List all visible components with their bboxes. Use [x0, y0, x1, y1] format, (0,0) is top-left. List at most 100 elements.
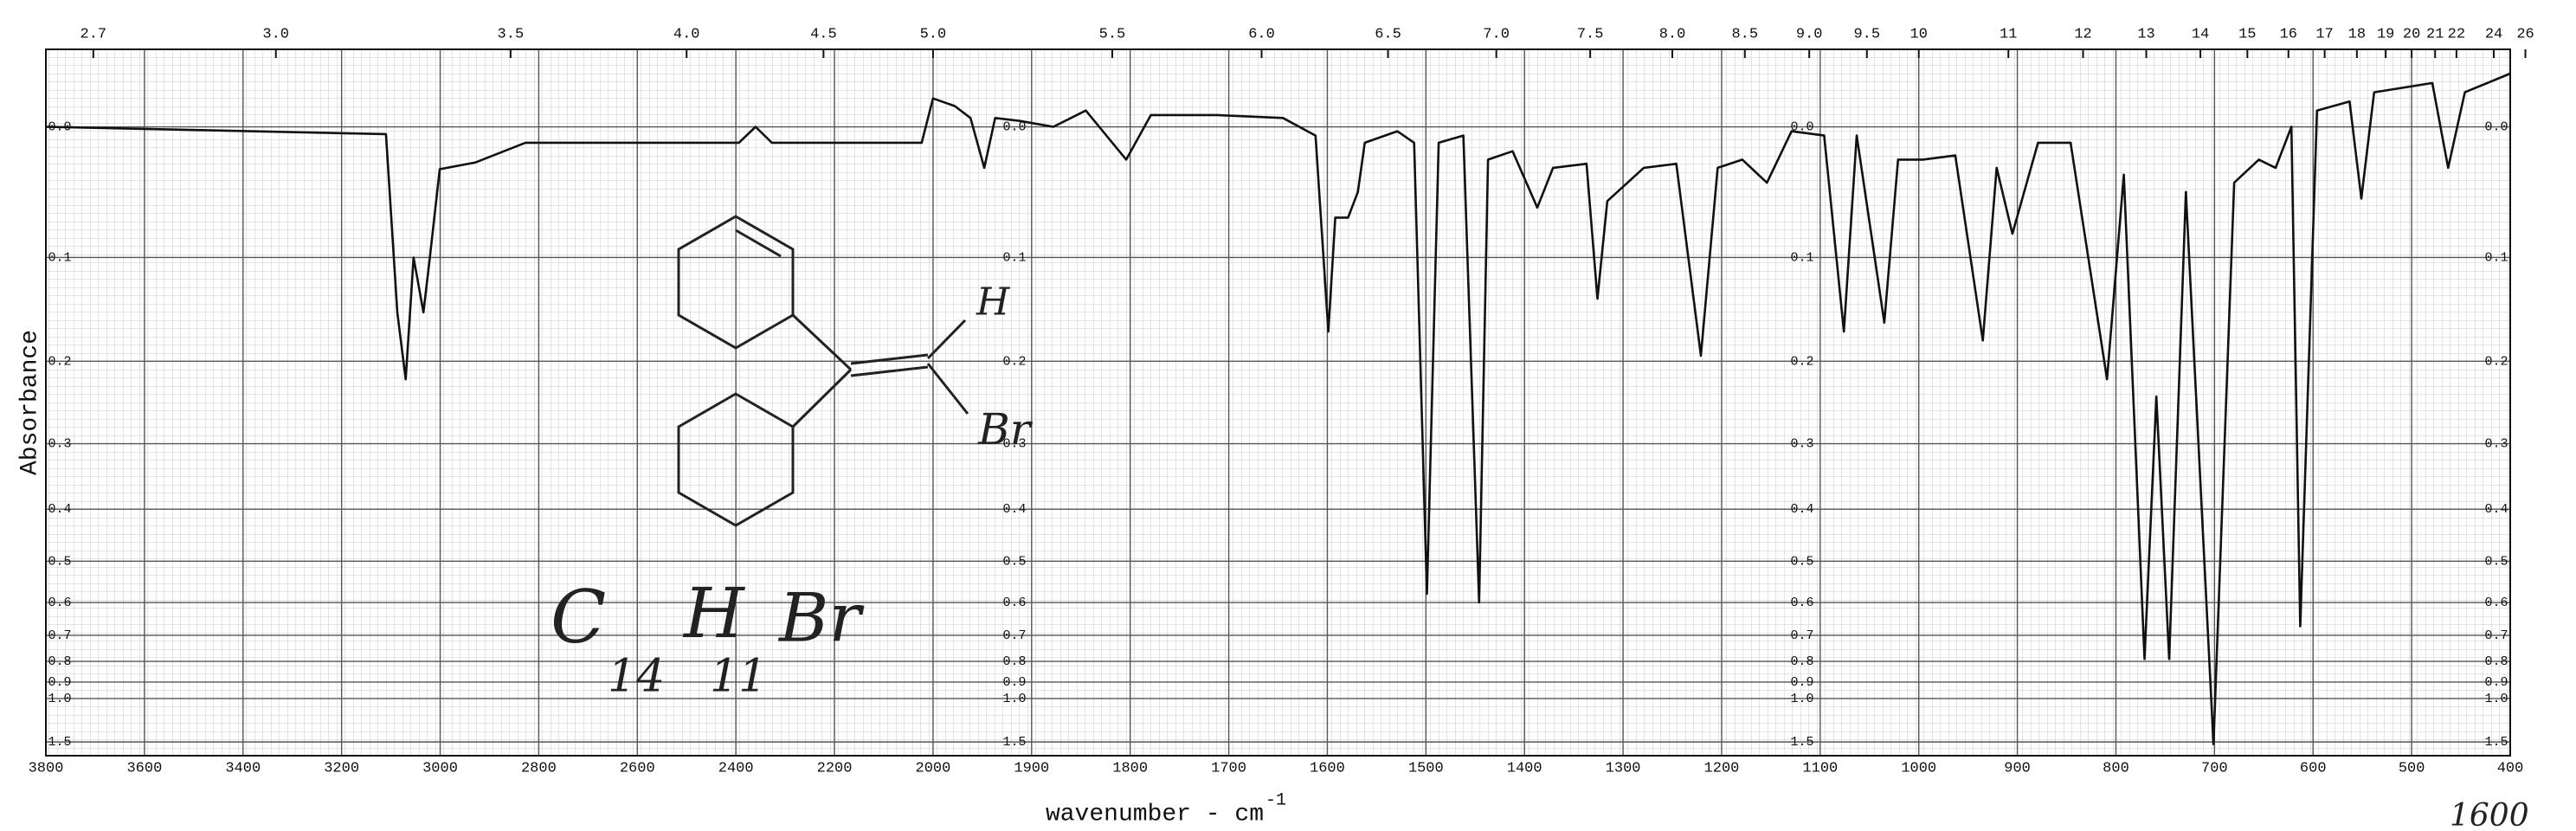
- x-tick-label: 2400: [718, 760, 754, 776]
- y-tick-label: 1.0: [1002, 692, 1026, 706]
- y-tick-label: 1.0: [48, 692, 71, 706]
- x-axis-label-sup: -1: [1265, 790, 1286, 810]
- x-tick-label: 3800: [29, 760, 64, 776]
- y-tick-label: 1.0: [2484, 692, 2508, 706]
- x-tick-label: 800: [2103, 760, 2129, 776]
- x2-tick-label: 4.0: [673, 26, 700, 42]
- x-tick-label: 1200: [1704, 760, 1740, 776]
- y-tick-label: 0.9: [1002, 675, 1026, 690]
- x2-tick-label: 22: [2448, 26, 2465, 42]
- x2-tick-label: 4.5: [810, 26, 837, 42]
- y-tick-label: 0.9: [2484, 675, 2508, 690]
- x2-tick-label: 19: [2377, 26, 2394, 42]
- x2-tick-label: 7.0: [1483, 26, 1510, 42]
- y-tick-label: 0.6: [1790, 596, 1813, 610]
- x2-tick-label: 15: [2238, 26, 2256, 42]
- x2-tick-label: 3.5: [498, 26, 525, 42]
- x2-tick-label: 2.7: [80, 26, 107, 42]
- x2-tick-label: 17: [2315, 26, 2333, 42]
- x2-tick-label: 9.5: [1853, 26, 1880, 42]
- x-tick-label: 3200: [324, 760, 359, 776]
- spectrum-line: [45, 72, 2511, 745]
- handwritten-note: C: [551, 575, 606, 660]
- y-tick-label: 1.5: [48, 735, 71, 750]
- y-tick-label: 0.3: [1002, 437, 1026, 452]
- x2-tick-label: 11: [2000, 26, 2017, 42]
- graph-paper: [46, 49, 2510, 756]
- y-tick-label: 0.0: [1002, 120, 1026, 135]
- y-tick-label: 0.2: [48, 354, 71, 369]
- y-tick-label: 0.1: [2484, 250, 2508, 265]
- x-tick-label: 1800: [1112, 760, 1148, 776]
- x-tick-label: 2000: [916, 760, 951, 776]
- y-tick-label: 0.8: [48, 654, 71, 669]
- x-tick-label: 3000: [422, 760, 458, 776]
- y-tick-label: 0.2: [2484, 354, 2508, 369]
- y-tick-label: 0.5: [1790, 554, 1813, 569]
- y-tick-label: 0.2: [1002, 354, 1026, 369]
- y-tick-label: 0.1: [1790, 250, 1813, 265]
- y-tick-label: 0.7: [1002, 628, 1026, 643]
- y-tick-label: 0.4: [48, 502, 71, 517]
- x2-tick-label: 3.0: [262, 26, 289, 42]
- double-bond: [850, 365, 929, 377]
- x-tick-label: 700: [2201, 760, 2228, 776]
- y-tick-label: 0.7: [2484, 628, 2508, 643]
- y-tick-label: 0.8: [1790, 654, 1813, 669]
- handwritten-note: Br: [977, 404, 1034, 454]
- x2-tick-label: 20: [2403, 26, 2420, 42]
- y-tick-label: 0.9: [48, 675, 71, 690]
- x-tick-label: 500: [2399, 760, 2425, 776]
- x-tick-label: 900: [2004, 760, 2031, 776]
- double-bond: [850, 353, 929, 365]
- y-tick-label: 0.3: [2484, 437, 2508, 452]
- y-tick-label: 0.2: [1790, 354, 1813, 369]
- x2-tick-label: 24: [2485, 26, 2502, 42]
- x2-tick-label: 8.0: [1659, 26, 1686, 42]
- handwritten-note: 1600: [2450, 798, 2529, 831]
- x2-tick-label: 7.5: [1577, 26, 1604, 42]
- x-tick-label: 1600: [1310, 760, 1345, 776]
- bond: [926, 363, 969, 415]
- y-tick-label: 0.7: [48, 628, 71, 643]
- x2-tick-label: 18: [2348, 26, 2366, 42]
- x-tick-label: 1400: [1507, 760, 1542, 776]
- x-tick-label: 400: [2497, 760, 2524, 776]
- x-tick-label: 1500: [1408, 760, 1444, 776]
- bond: [926, 319, 967, 360]
- x2-tick-label: 13: [2137, 26, 2154, 42]
- x2-tick-label: 12: [2074, 26, 2091, 42]
- y-tick-label: 1.5: [1790, 735, 1813, 750]
- x-tick-label: 1000: [1901, 760, 1936, 776]
- y-tick-label: 0.6: [48, 596, 71, 610]
- x2-tick-label: 21: [2426, 26, 2444, 42]
- x-axis-label: wavenumber - cm: [1046, 801, 1264, 828]
- handwritten-note: Br: [777, 580, 865, 658]
- y-axis-label: Absorbance: [16, 330, 43, 475]
- x-tick-label: 3600: [126, 760, 162, 776]
- y-tick-label: 0.5: [48, 554, 71, 569]
- y-tick-label: 0.4: [1002, 502, 1026, 517]
- x-tick-label: 2200: [817, 760, 853, 776]
- y-tick-label: 0.9: [1790, 675, 1813, 690]
- y-tick-label: 1.5: [1002, 735, 1026, 750]
- x2-tick-label: 5.5: [1099, 26, 1126, 42]
- x2-tick-label: 5.0: [920, 26, 947, 42]
- y-tick-label: 0.8: [2484, 654, 2508, 669]
- x-tick-label: 1700: [1211, 760, 1246, 776]
- ring-bond: [735, 229, 782, 258]
- handwritten-note: H: [976, 280, 1011, 325]
- x2-tick-label: 9.0: [1796, 26, 1823, 42]
- handwritten-note: H: [682, 573, 746, 654]
- x2-tick-label: 16: [2280, 26, 2297, 42]
- y-tick-label: 0.6: [1002, 596, 1026, 610]
- x-tick-label: 1100: [1802, 760, 1838, 776]
- x-tick-label: 1900: [1014, 760, 1049, 776]
- y-tick-label: 0.3: [48, 437, 71, 452]
- structure: [677, 215, 969, 527]
- x2-tick-label: 26: [2516, 26, 2534, 42]
- x-tick-label: 2800: [521, 760, 557, 776]
- y-tick-label: 0.1: [48, 250, 71, 265]
- y-tick-label: 0.4: [2484, 502, 2508, 517]
